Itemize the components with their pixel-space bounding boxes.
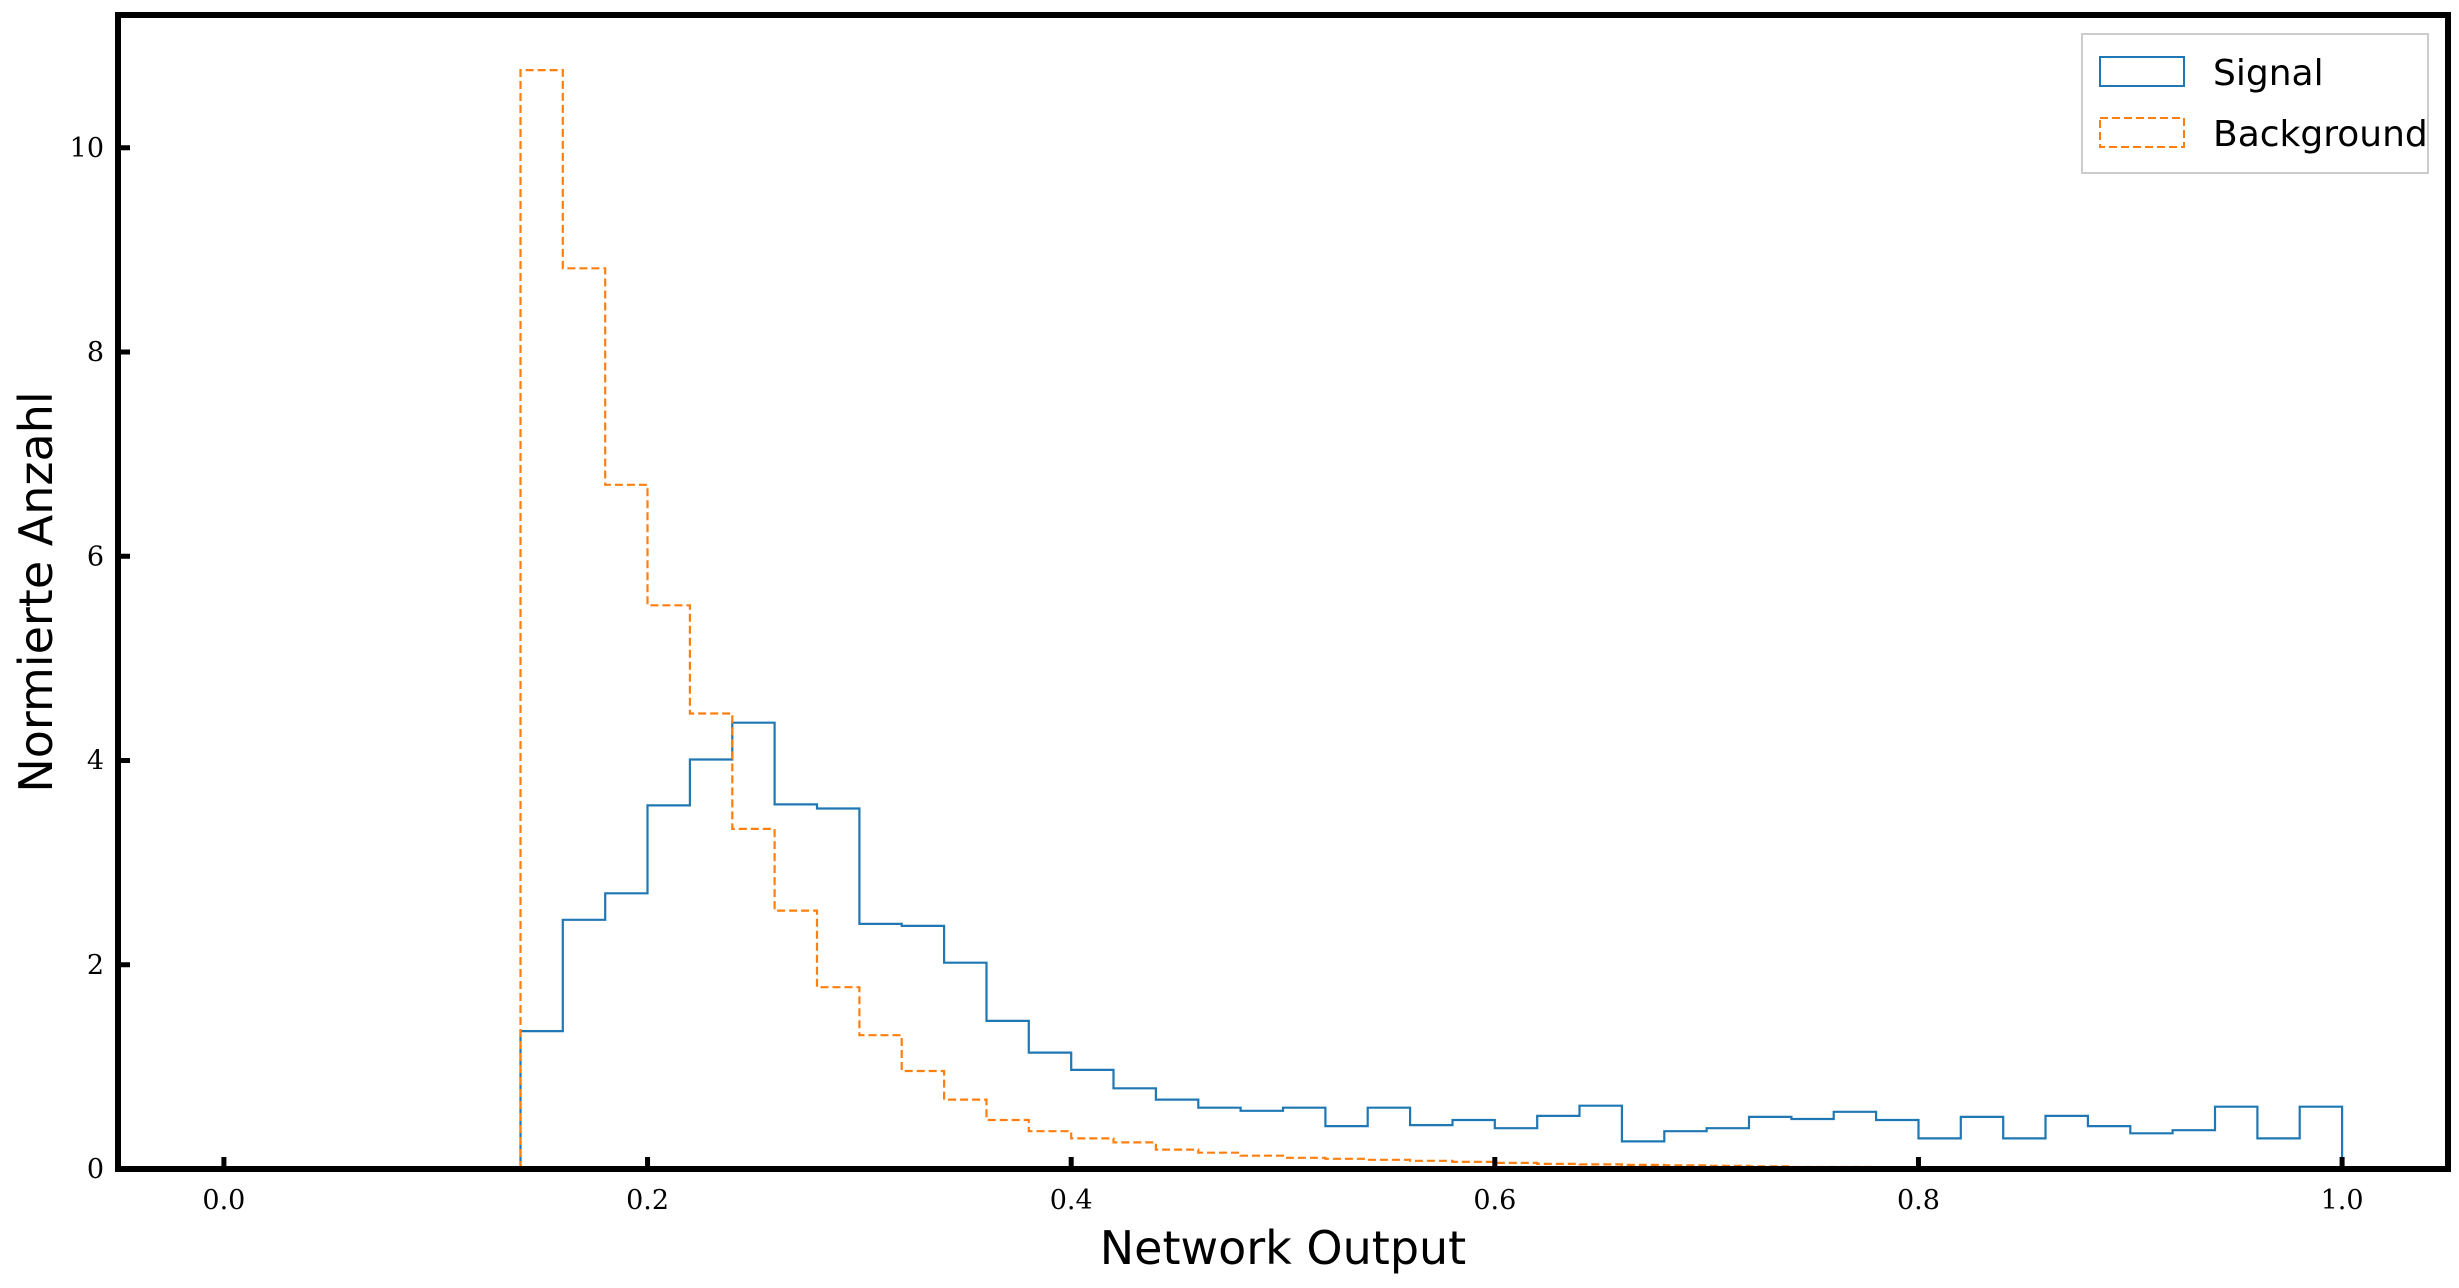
legend: Signal Background (2081, 33, 2429, 174)
legend-label-signal: Signal (2213, 53, 2324, 94)
y-tick-label: 0 (87, 1154, 104, 1185)
ticks-layer: 0.0 0.2 0.4 0.6 0.8 1.0 0 2 4 6 8 10 (70, 133, 2364, 1216)
histogram-series-background (519, 69, 2343, 1171)
x-tick-label: 0.4 (1050, 1185, 1093, 1216)
legend-label-background: Background (2213, 114, 2428, 155)
y-axis-title: Normierte Anzahl (9, 391, 63, 792)
x-tick-label: 1.0 (2321, 1185, 2364, 1216)
y-tick-label: 6 (87, 541, 104, 572)
y-tick-label: 4 (87, 746, 104, 777)
x-tick-label: 0.8 (1897, 1185, 1940, 1216)
legend-swatch-background (2099, 117, 2185, 148)
y-tick-label: 10 (70, 133, 104, 164)
y-tick-label: 2 (87, 950, 104, 981)
x-axis-title: Network Output (1100, 1221, 1466, 1275)
legend-swatch-signal (2099, 56, 2185, 87)
plot-frame (115, 12, 2451, 1172)
y-tick-label: 8 (87, 337, 104, 368)
histogram-series-signal (519, 721, 2344, 1169)
x-tick-label: 0.0 (202, 1185, 245, 1216)
series-layer (519, 69, 2344, 1171)
x-tick-label: 0.2 (626, 1185, 669, 1216)
x-tick-label: 0.6 (1473, 1185, 1516, 1216)
